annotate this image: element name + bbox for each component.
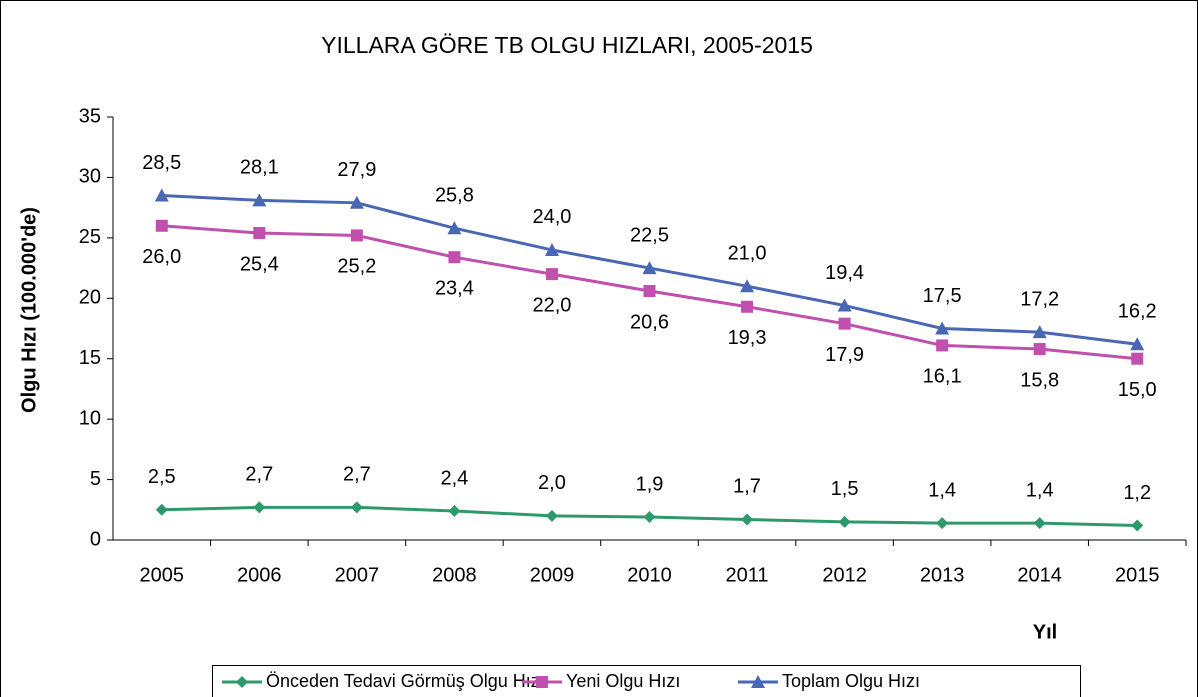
data-label: 1,5 [831, 478, 859, 500]
y-tick-label: 10 [79, 407, 101, 429]
y-tick-label: 30 [79, 166, 101, 188]
data-label: 1,2 [1123, 482, 1151, 504]
data-label: 1,9 [636, 473, 664, 495]
data-label: 15,8 [1020, 369, 1059, 391]
data-point [1131, 519, 1144, 532]
data-label: 1,4 [1026, 479, 1054, 501]
data-label: 16,1 [923, 366, 962, 388]
data-label: 2,5 [148, 466, 176, 488]
data-label: 1,4 [928, 479, 956, 501]
data-label: 2,7 [343, 464, 371, 486]
data-label: 21,0 [728, 242, 767, 264]
y-tick-label: 25 [79, 226, 101, 248]
data-point [1033, 343, 1046, 356]
legend-box [212, 665, 1081, 697]
data-point [448, 504, 461, 517]
data-point [643, 511, 656, 524]
x-tick-label: 2011 [726, 564, 769, 586]
y-axis-label: Olgu Hızı (100.000'de) [18, 207, 40, 413]
y-tick-label: 0 [90, 528, 101, 550]
data-point [350, 229, 363, 242]
x-tick-label: 2012 [822, 564, 867, 586]
data-label: 16,2 [1118, 300, 1157, 322]
data-label: 2,0 [538, 472, 566, 494]
data-point [349, 195, 364, 209]
data-label: 19,4 [825, 262, 864, 284]
legend-label: Yeni Olgu Hızı [566, 671, 680, 691]
y-tick-label: 5 [90, 468, 101, 490]
legend-marker [536, 676, 548, 688]
y-tick-label: 15 [79, 347, 101, 369]
x-tick-label: 2013 [920, 564, 965, 586]
data-point [253, 501, 266, 514]
data-point [448, 251, 461, 264]
x-tick-label: 2015 [1115, 564, 1160, 586]
data-point [155, 219, 168, 232]
chart-title: YILLARA GÖRE TB OLGU HIZLARI, 2005-2015 [321, 32, 813, 58]
data-label: 17,2 [1020, 288, 1059, 310]
y-tick-label: 35 [79, 105, 101, 127]
x-axis-label: Yıl [1033, 621, 1057, 643]
data-label: 25,8 [435, 184, 474, 206]
data-point [643, 285, 656, 298]
data-point [838, 515, 851, 528]
data-label: 22,0 [532, 294, 571, 316]
data-point [1033, 517, 1046, 530]
data-point [936, 517, 949, 530]
x-tick-label: 2007 [335, 564, 380, 586]
x-tick-label: 2008 [432, 564, 477, 586]
data-label: 26,0 [142, 246, 181, 268]
data-label: 20,6 [630, 311, 669, 333]
data-point [350, 501, 363, 514]
data-point [936, 339, 949, 352]
data-point [155, 503, 168, 516]
data-point [545, 509, 558, 522]
data-label: 17,5 [923, 285, 962, 307]
data-label: 1,7 [733, 476, 761, 498]
data-point [740, 279, 755, 293]
data-label: 28,5 [142, 152, 181, 174]
data-label: 28,1 [240, 157, 279, 179]
data-point [837, 298, 852, 312]
data-point [741, 513, 754, 526]
data-label: 17,9 [825, 344, 864, 366]
legend-marker [236, 676, 248, 688]
data-point [252, 193, 267, 207]
x-tick-label: 2005 [140, 564, 185, 586]
data-label: 24,0 [532, 206, 571, 228]
x-tick-label: 2006 [237, 564, 282, 586]
data-point [154, 188, 169, 202]
legend-label: Önceden Tedavi Görmüş Olgu Hızı [266, 671, 545, 691]
data-point [935, 321, 950, 335]
data-label: 25,2 [337, 256, 376, 278]
data-label: 2,4 [441, 467, 469, 489]
y-tick-label: 20 [79, 287, 101, 309]
data-label: 15,0 [1118, 379, 1157, 401]
data-label: 22,5 [630, 224, 669, 246]
x-tick-label: 2010 [627, 564, 672, 586]
data-point [544, 242, 559, 256]
data-label: 2,7 [245, 464, 273, 486]
data-label: 23,4 [435, 277, 474, 299]
data-point [447, 221, 462, 235]
x-tick-label: 2014 [1017, 564, 1062, 586]
data-point [741, 300, 754, 313]
data-point [838, 317, 851, 330]
x-tick-label: 2009 [530, 564, 575, 586]
data-point [253, 227, 266, 240]
legend-marker [751, 675, 765, 688]
data-label: 19,3 [728, 327, 767, 349]
legend-label: Toplam Olgu Hızı [782, 671, 920, 691]
data-point [642, 261, 657, 275]
data-label: 25,4 [240, 253, 279, 275]
data-point [545, 268, 558, 281]
data-label: 27,9 [337, 159, 376, 181]
data-point [1130, 337, 1145, 351]
data-point [1131, 352, 1144, 365]
data-point [1032, 325, 1047, 339]
